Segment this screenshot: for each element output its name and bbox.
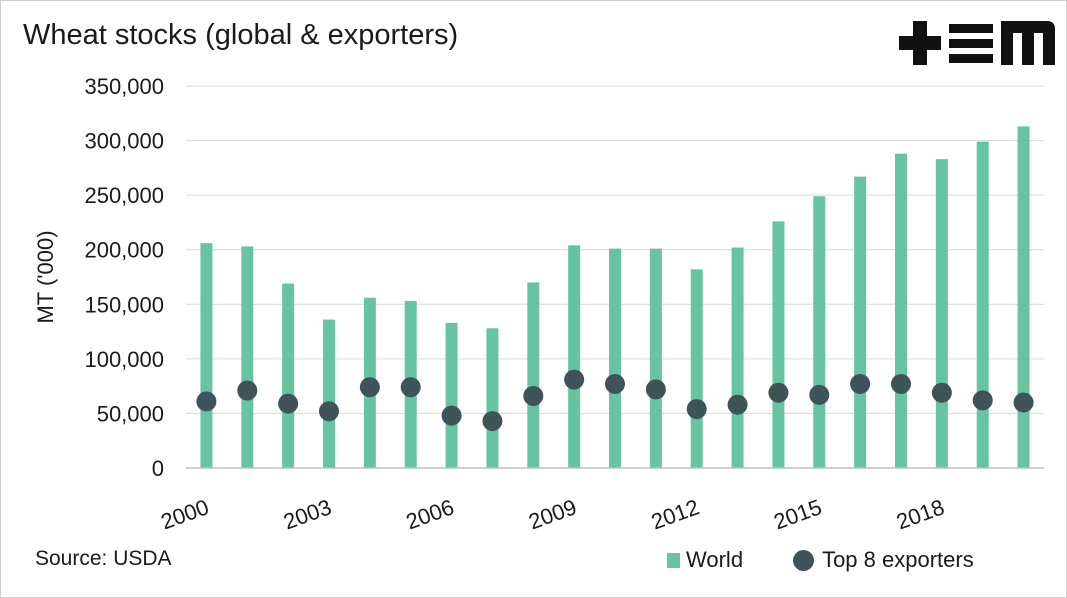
dot-exporters-2013 [727,394,748,415]
y-tick-label: 100,000 [84,347,164,372]
y-tick-label: 350,000 [84,74,164,99]
source-note: Source: USDA [35,547,172,570]
bar-world-2018 [935,159,948,468]
dot-exporters-2009 [564,369,585,390]
x-tick-label: 2006 [403,494,458,534]
bar-world-2017 [895,153,907,468]
bar-world-2008 [527,282,540,468]
dot-exporters-2005 [400,377,421,398]
y-tick-label: 0 [152,456,164,481]
bar-world-2019 [976,141,989,469]
legend-swatch-world [667,552,680,568]
chart-plot: 0 50,000 100,000 150,000 200,000 250,000 300,0… [33,74,1044,534]
bar-world-2006 [445,322,458,468]
dot-exporters-2020 [1013,392,1034,413]
logo-plus-horizontal [899,36,941,50]
bar-world-2010 [609,248,621,468]
dot-exporters-2000 [196,391,217,412]
x-tick-label: 2003 [280,494,335,534]
dot-exporters-2016 [850,373,871,394]
bar-world-2009 [568,245,581,468]
dot-exporters-2006 [441,405,462,426]
legend-item-world: World [667,547,743,573]
x-tick-label: 2018 [893,494,948,534]
dot-exporters-2018 [931,382,952,403]
dot-exporters-2011 [645,379,666,400]
y-tick-label: 300,000 [84,129,164,154]
y-tick-label: 200,000 [84,238,164,263]
legend-item-exporters: Top 8 exporters [793,547,974,573]
bar-world-2012 [690,269,703,468]
x-tick-label: 2012 [648,494,703,534]
bar-world-2014 [772,221,785,468]
bar-world-2003 [323,319,335,468]
legend-swatch-exporters [793,549,815,571]
dot-exporters-2004 [359,377,380,398]
y-tick-label: 250,000 [84,183,164,208]
bar-world-2011 [649,248,662,468]
logo-m [1001,21,1055,65]
dot-exporters-2007 [482,411,503,432]
chart-title: Wheat stocks (global & exporters) [23,19,459,51]
x-tick-label: 2015 [770,494,825,534]
chart-legend: World Top 8 exporters [667,547,974,573]
legend-label-exporters: Top 8 exporters [822,547,974,572]
y-tick-label: 150,000 [84,292,164,317]
bar-world-2002 [282,283,295,468]
dot-exporters-2014 [768,382,789,403]
bar-world-2000 [200,243,213,468]
dot-exporters-2001 [237,380,258,401]
x-tick-label: 2009 [525,494,580,534]
bar-world-2007 [486,328,499,468]
dot-exporters-2017 [891,373,911,394]
logo-bar-bottom [949,54,993,63]
legend-label-world: World [686,547,744,572]
dot-exporters-2010 [605,373,625,394]
bar-world-2015 [813,196,826,468]
x-tick-label: 2000 [158,494,213,534]
dot-exporters-2002 [278,393,299,414]
bar-world-2001 [241,246,254,468]
logo-bar-top [949,24,993,33]
dot-exporters-2008 [523,385,544,406]
bar-world-2020 [1017,126,1030,468]
tem-logo [899,21,1055,65]
bar-world-2013 [731,247,744,468]
bar-world-2016 [854,176,867,469]
y-axis-title: MT ('000) [33,230,58,323]
dot-exporters-2003 [319,401,339,422]
dots-layer [196,369,1034,432]
logo-bar-middle [949,39,993,48]
y-tick-label: 50,000 [97,401,164,426]
dot-exporters-2015 [809,384,830,405]
axis-layer: 0 50,000 100,000 150,000 200,000 250,000 300,0… [33,74,1044,534]
dot-exporters-2012 [686,399,707,420]
dot-exporters-2019 [972,390,993,411]
